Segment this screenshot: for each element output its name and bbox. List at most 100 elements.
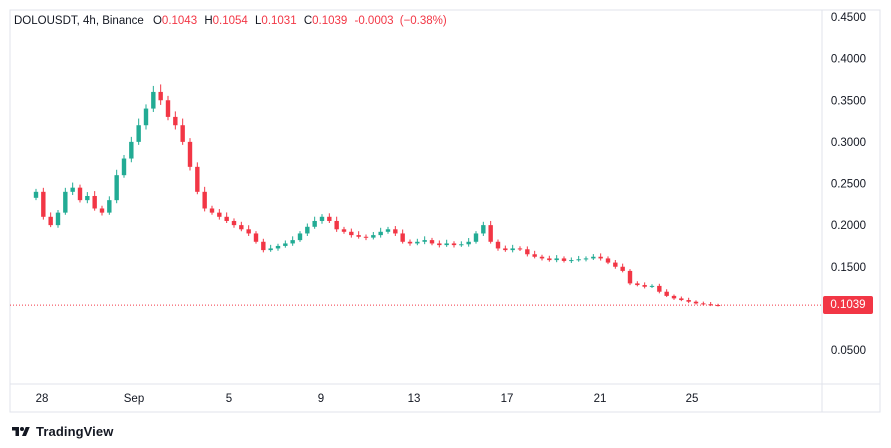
- candle-body: [158, 91, 163, 101]
- symbol-legend: DOLOUSDT, 4h, Binance O0.1043 H0.1054 L0…: [14, 15, 447, 27]
- candle-body: [268, 248, 273, 251]
- tradingview-logo[interactable]: TradingView: [10, 424, 113, 439]
- candle-body: [466, 241, 471, 245]
- candle-body: [290, 240, 295, 244]
- candle-body: [209, 208, 215, 213]
- candle-body: [312, 220, 317, 227]
- candle-body: [517, 248, 523, 250]
- candle-body: [275, 245, 281, 249]
- candle-body: [576, 259, 581, 261]
- high-label: H: [204, 15, 213, 27]
- candle-body: [371, 235, 376, 238]
- candle-body: [701, 303, 706, 305]
- candle-body: [224, 216, 229, 221]
- candle-body: [297, 233, 303, 241]
- candle-body: [708, 304, 713, 306]
- candle-body: [679, 298, 684, 301]
- low-value: 0.1031: [261, 15, 297, 27]
- candle-body: [217, 212, 222, 217]
- y-tick-label: 0.3500: [831, 95, 866, 107]
- candle-body: [305, 226, 310, 234]
- brand-name: TradingView: [36, 424, 114, 439]
- candle-body: [451, 243, 457, 246]
- open-label: O: [152, 15, 162, 27]
- candle-body: [99, 208, 105, 213]
- x-tick-label: 28: [36, 393, 49, 405]
- y-tick-label: 0.4500: [831, 12, 866, 24]
- x-tick-label: 13: [408, 393, 421, 405]
- candle-body: [422, 240, 427, 242]
- candle-body: [693, 301, 699, 304]
- candle-body: [495, 241, 501, 249]
- last-price-tag: 0.1039: [823, 296, 873, 314]
- candle-body: [239, 225, 244, 230]
- candle-body: [613, 262, 618, 267]
- y-tick-label: 0.0500: [831, 345, 866, 357]
- candle-body: [407, 241, 413, 244]
- candle-body: [400, 233, 405, 242]
- candle-body: [429, 240, 435, 244]
- candle-body: [686, 300, 691, 302]
- candle-body: [85, 195, 90, 201]
- candle-body: [532, 254, 537, 257]
- change-value: -0.0003: [354, 15, 394, 27]
- candle-body: [598, 256, 603, 259]
- candle-body: [77, 187, 83, 201]
- y-tick-label: 0.3000: [831, 137, 866, 149]
- low-label: L: [255, 15, 262, 27]
- candle-body: [48, 216, 53, 226]
- open-value: 0.1043: [161, 15, 198, 27]
- candle-body: [415, 241, 420, 244]
- candle-body: [649, 285, 655, 287]
- tradingview-icon: [12, 426, 30, 436]
- candle-body: [327, 216, 332, 221]
- exchange: Binance: [102, 15, 144, 27]
- candle-body: [165, 100, 171, 117]
- candle-body: [341, 229, 347, 232]
- candle-body: [620, 266, 625, 271]
- candle-body: [319, 216, 325, 221]
- candle-body: [107, 200, 112, 213]
- candle-body: [627, 270, 633, 284]
- candle-body: [173, 116, 178, 126]
- candle-body: [664, 291, 669, 296]
- candle-body: [569, 260, 574, 262]
- chart-border: [9, 9, 881, 413]
- y-tick-label: 0.4000: [831, 54, 866, 66]
- candle-body: [334, 220, 339, 230]
- candle-body: [143, 108, 149, 126]
- y-tick-label: 0.2500: [831, 179, 866, 191]
- candle-body: [195, 166, 200, 192]
- candle-body: [378, 231, 383, 236]
- candle-body: [385, 229, 391, 232]
- candle-body: [187, 141, 193, 167]
- candle-body: [642, 285, 647, 287]
- high-value: 0.1054: [212, 15, 248, 27]
- candle-body: [481, 225, 486, 234]
- candle-body: [444, 243, 449, 246]
- candle-body: [180, 125, 185, 142]
- candle-body: [554, 258, 559, 261]
- candle-body: [136, 125, 141, 142]
- candle-body: [488, 225, 493, 242]
- x-tick-label: 21: [594, 393, 607, 405]
- x-tick-label: 9: [318, 393, 324, 405]
- candle-body: [473, 233, 479, 242]
- candle-body: [583, 258, 589, 260]
- x-tick-label: 17: [501, 393, 514, 405]
- candle-body: [547, 258, 552, 261]
- candle-body: [363, 236, 369, 238]
- candle-body: [591, 256, 596, 259]
- y-tick-label: 0.2000: [831, 220, 866, 232]
- candle-body: [525, 249, 530, 255]
- candle-body: [510, 248, 515, 251]
- candle-body: [605, 258, 611, 263]
- candle-body: [92, 195, 97, 209]
- candle-body: [437, 243, 442, 246]
- candle-body: [261, 241, 266, 251]
- candle-body: [41, 191, 46, 217]
- candle-body: [70, 187, 75, 192]
- x-tick-label: 25: [686, 393, 699, 405]
